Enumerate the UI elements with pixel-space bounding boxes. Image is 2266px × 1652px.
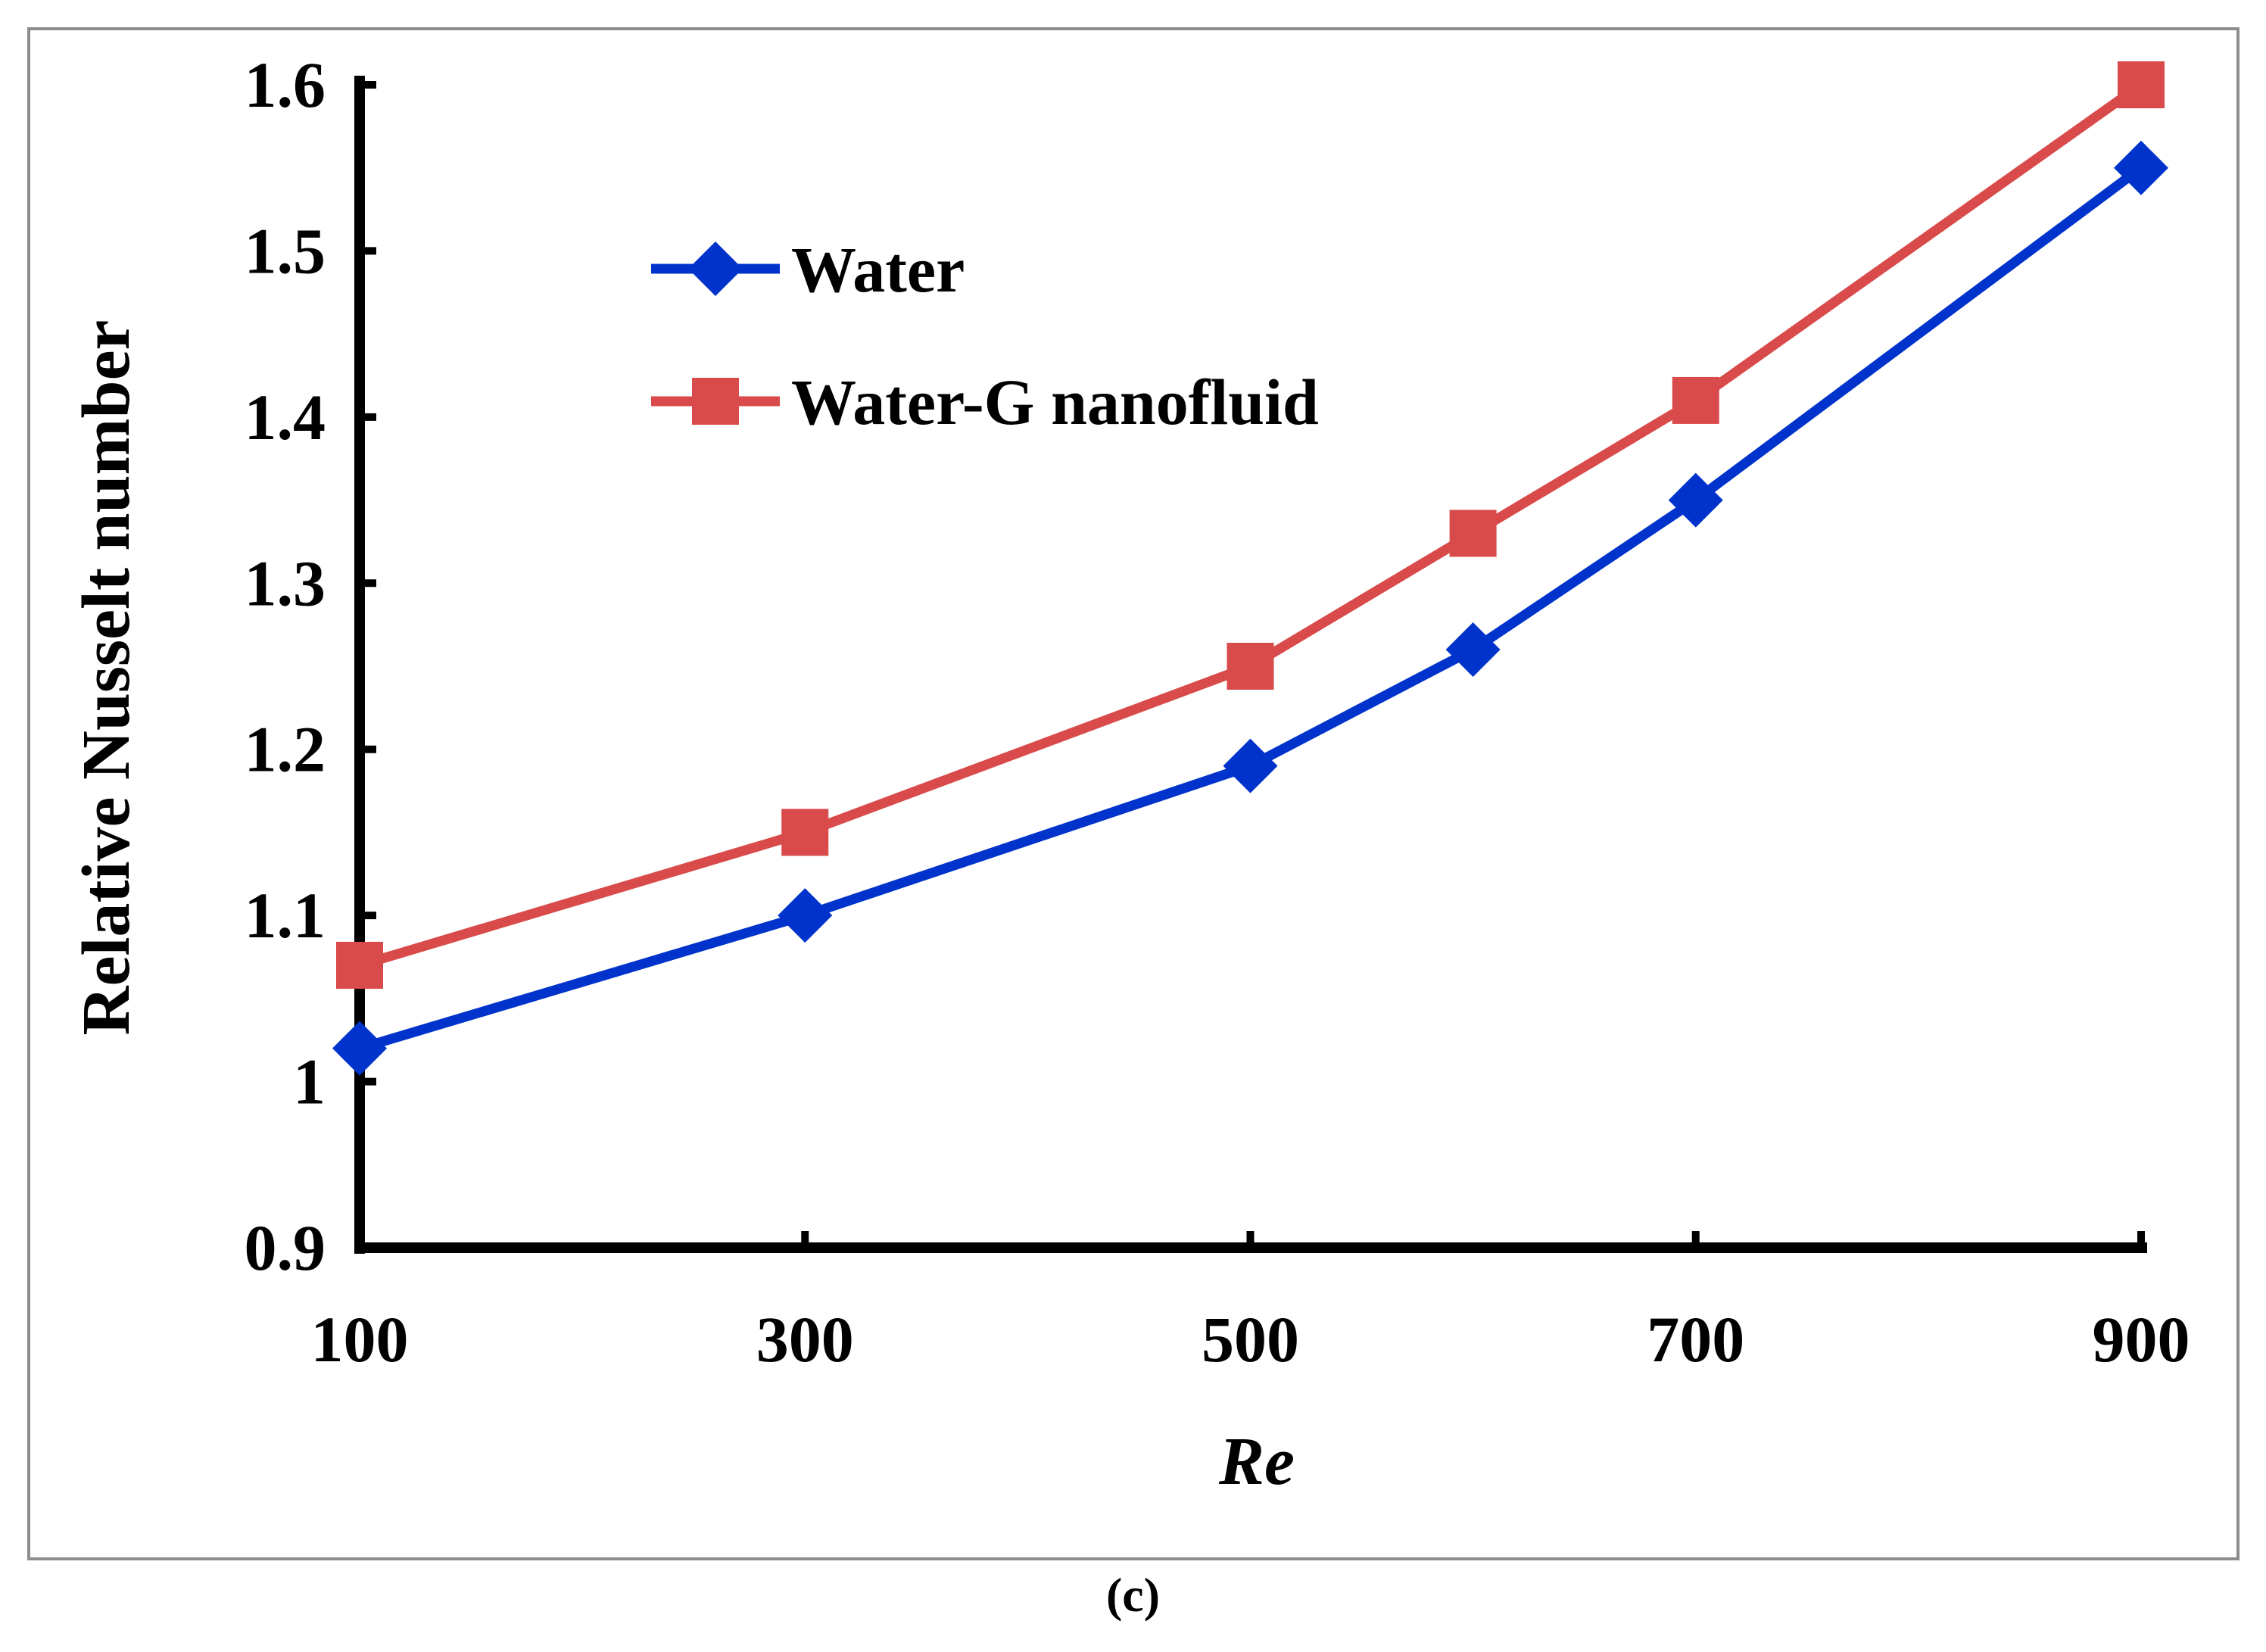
data-point bbox=[1668, 472, 1723, 528]
data-point bbox=[1672, 376, 1719, 424]
y-tick-label: 1.4 bbox=[245, 381, 326, 454]
series-line bbox=[358, 80, 2144, 971]
data-point bbox=[1445, 622, 1501, 678]
legend-marker bbox=[692, 378, 739, 425]
x-tick-label: 700 bbox=[1647, 1303, 1744, 1376]
y-tick-label: 1.2 bbox=[245, 713, 326, 786]
data-point bbox=[1449, 510, 1497, 557]
plot-area bbox=[332, 61, 2168, 1076]
x-tick-label: 300 bbox=[756, 1303, 854, 1376]
x-axis-title: Re bbox=[1218, 1424, 1295, 1499]
y-tick-label: 1.6 bbox=[245, 48, 326, 121]
legend-label: Water-G nanofluid bbox=[791, 366, 1319, 438]
y-tick-label: 0.9 bbox=[245, 1211, 326, 1284]
data-point bbox=[2114, 140, 2168, 195]
data-point bbox=[332, 1021, 387, 1076]
data-point bbox=[1227, 643, 1274, 690]
data-point bbox=[781, 809, 829, 856]
figure-frame bbox=[27, 27, 2240, 1560]
x-tick-label: 100 bbox=[311, 1303, 409, 1376]
y-tick-label: 1 bbox=[293, 1046, 326, 1118]
x-tick-label: 500 bbox=[1202, 1303, 1299, 1376]
y-tick-label: 1.3 bbox=[245, 547, 326, 619]
data-point bbox=[778, 888, 833, 943]
data-point bbox=[1223, 738, 1278, 793]
series-2 bbox=[336, 61, 2165, 989]
series-line bbox=[358, 164, 2144, 1053]
y-tick-label: 1.1 bbox=[245, 879, 326, 952]
legend: Water Water-G nanofluid bbox=[651, 233, 1319, 438]
data-point bbox=[336, 941, 383, 989]
panel-caption: (c) bbox=[1105, 1568, 1161, 1622]
legend-label: Water bbox=[791, 233, 965, 306]
y-axis-title: Relative Nusselt number bbox=[69, 320, 144, 1036]
y-tick-label: 1.5 bbox=[245, 214, 326, 287]
data-point bbox=[2118, 61, 2165, 108]
legend-item-2: Water-G nanofluid bbox=[651, 366, 1319, 438]
x-tick-label: 900 bbox=[2093, 1303, 2190, 1376]
legend-item-1: Water bbox=[651, 233, 965, 306]
series-1 bbox=[332, 140, 2168, 1076]
legend-marker bbox=[688, 242, 743, 296]
axes: 0.9 1 1.1 1.2 1.3 1.4 1.5 1.6 100 300 500 700 900 bbox=[245, 48, 2190, 1376]
